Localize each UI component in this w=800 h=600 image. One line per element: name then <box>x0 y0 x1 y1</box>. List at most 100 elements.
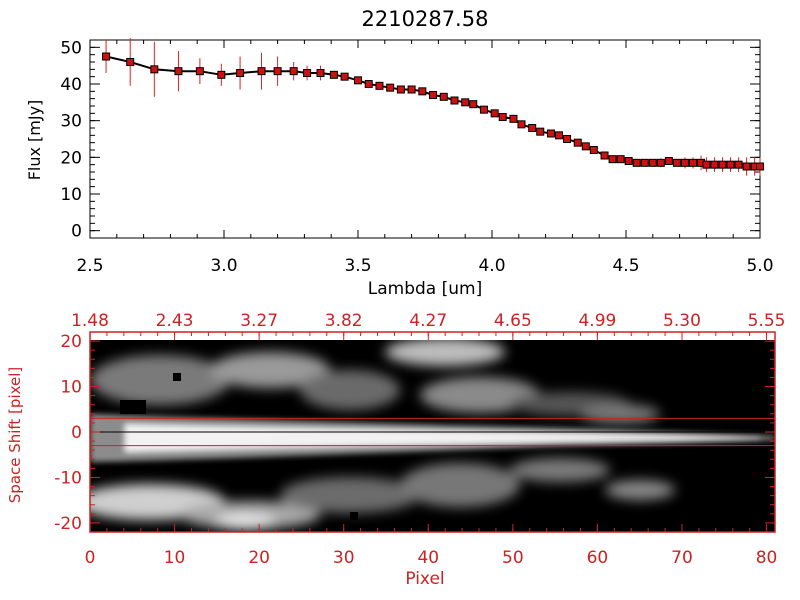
image-y-tick-label: 20 <box>60 332 82 352</box>
spectrum-point <box>469 100 478 109</box>
image-x-tick-label: 50 <box>502 548 524 568</box>
spectrum-point <box>702 160 711 169</box>
spectrum-x-tick-label: 4.5 <box>612 256 639 276</box>
spectrum-point <box>734 160 743 169</box>
spectrum-x-tick-label: 4.0 <box>478 256 505 276</box>
spectrum-point <box>396 85 405 94</box>
image-y-tick-label: -20 <box>54 514 82 534</box>
image-wavelength-tick-label: 1.48 <box>71 311 109 331</box>
image-wavelength-tick-label: 4.99 <box>578 311 616 331</box>
image-x-tick-label: 20 <box>248 548 270 568</box>
image-y-ticks: -20 -10 0 10 20 <box>54 331 775 534</box>
spectrum-x-label: Lambda [um] <box>368 279 482 299</box>
image-x-tick-label: 30 <box>333 548 355 568</box>
spectrum-y-tick-label: 20 <box>60 148 82 168</box>
spectrum-point <box>710 160 719 169</box>
spectrum-title: 2210287.58 <box>362 7 489 31</box>
spectrum-y-tick-label: 0 <box>71 222 82 242</box>
image-y-label: Space Shift [pixel] <box>6 367 24 504</box>
spectral-image-content <box>90 340 775 532</box>
image-x-tick-label: 40 <box>417 548 439 568</box>
image-y-tick-label: 0 <box>71 423 82 443</box>
spectrum-point <box>718 160 727 169</box>
spectrum-point <box>150 65 159 74</box>
image-wavelength-ticks: 1.48 2.43 3.27 3.82 4.27 4.65 4.99 5.30 5.55 <box>71 311 785 340</box>
spectrum-point <box>236 69 245 77</box>
spectrum-point <box>450 96 459 105</box>
spectrum-y-tick-label: 10 <box>60 185 82 205</box>
spectrum-point <box>600 151 609 160</box>
spectrum-point <box>329 70 338 79</box>
image-x-label: Pixel <box>405 569 444 589</box>
spectrum-point <box>589 146 598 154</box>
spectrum-point <box>273 67 282 76</box>
dead-pixel <box>120 400 146 414</box>
image-wavelength-tick-label: 3.82 <box>325 311 363 331</box>
spectrum-point <box>656 158 665 167</box>
spectrum-point <box>555 131 563 140</box>
spectral-image: 0 10 20 30 40 50 60 70 80 -20 -10 0 10 20 1.48 2.43 3.… <box>54 311 785 568</box>
spectrum-line <box>105 55 760 168</box>
spectrum-point <box>563 135 572 143</box>
image-wavelength-tick-label: 5.30 <box>663 311 701 331</box>
spectrum-point <box>640 158 649 167</box>
spectrum-point <box>386 83 395 92</box>
spectrum-point <box>573 138 582 147</box>
spectrum-point <box>517 120 526 129</box>
image-y-tick-label: 10 <box>60 378 82 398</box>
spectrum-point <box>126 58 135 66</box>
dead-pixel <box>173 373 181 381</box>
spectrum-point <box>608 155 617 164</box>
spectrum-point <box>439 92 448 101</box>
spectrum-point <box>509 114 518 123</box>
spectrum-x-tick-label: 3.5 <box>344 256 371 276</box>
spectrum-point <box>680 158 689 167</box>
image-wavelength-tick-label: 5.55 <box>748 311 786 331</box>
spectral-trace <box>90 414 775 462</box>
spectrum-point <box>364 80 373 88</box>
spectrum-point <box>664 157 673 165</box>
spectrum-point <box>536 127 545 136</box>
spectrum-point <box>546 129 555 138</box>
spectrum-y-tick-label: 40 <box>60 75 82 95</box>
spectrum-point <box>672 158 681 167</box>
spectrum-point <box>174 67 183 76</box>
image-wavelength-tick-label: 4.65 <box>494 311 532 331</box>
image-x-tick-label: 80 <box>756 548 778 568</box>
image-wavelength-tick-label: 2.43 <box>156 311 194 331</box>
spectrum-point <box>756 162 764 171</box>
spectrum-point <box>726 160 735 169</box>
image-x-tick-label: 0 <box>85 548 96 568</box>
spectrum-point <box>479 105 488 114</box>
spectrum-y-label: Flux [mJy] <box>25 100 44 181</box>
spectrum-point <box>581 142 590 151</box>
spectrum-errorbars <box>105 38 761 176</box>
spectrum-point <box>289 67 298 76</box>
spectrum-point <box>407 85 416 94</box>
spectrum-point <box>102 52 111 61</box>
spectrum-point <box>217 70 226 79</box>
lower-band <box>90 458 675 530</box>
image-wavelength-tick-label: 3.27 <box>240 311 278 331</box>
spectrum-point <box>195 67 204 76</box>
spectrum-point <box>303 69 312 77</box>
spectrum-plot: 2.5 3.0 3.5 4.0 4.5 5.0 0 10 20 30 40 50 <box>60 38 774 276</box>
spectrum-point <box>257 67 266 76</box>
spectrum-point <box>490 109 499 118</box>
spectrum-point <box>616 155 625 164</box>
spectrum-y-tick-label: 30 <box>60 112 82 132</box>
spectrum-plot-frame <box>89 39 761 239</box>
image-x-ticks: 0 10 20 30 40 50 60 70 80 <box>85 524 778 568</box>
spectrum-point <box>429 91 438 99</box>
spectrum-x-tick-label: 3.0 <box>210 256 237 276</box>
spectrum-x-tick-label: 2.5 <box>76 256 103 276</box>
spectrum-point <box>498 113 507 121</box>
spectrum-point <box>632 158 641 167</box>
spectrum-point <box>528 124 537 132</box>
spectrum-markers <box>102 52 764 171</box>
spectrum-point <box>689 158 697 167</box>
spectrum-point <box>354 76 362 85</box>
spectrum-point <box>375 81 384 90</box>
image-x-tick-label: 70 <box>671 548 693 568</box>
